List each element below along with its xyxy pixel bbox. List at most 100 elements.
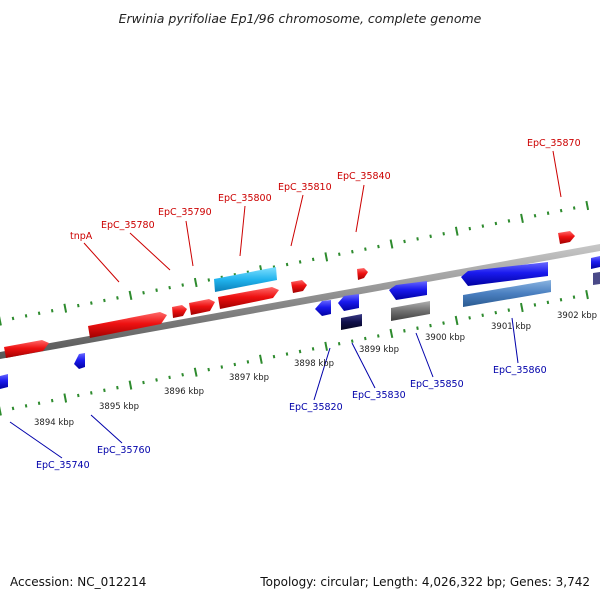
gene-arrow-reverse[interactable] [341,314,362,330]
major-tick [389,328,394,339]
reverse-leader-lines [9,317,519,459]
gene-arrow-forward[interactable] [4,340,49,358]
gene-label-reverse[interactable]: EpC_35830 [352,390,406,401]
gene-arrow-forward[interactable] [291,280,307,293]
position-label: 3899 kbp [359,345,399,355]
gene-arrow-reverse[interactable] [74,353,85,369]
minor-tick [481,313,484,317]
gene-arrow-reverse[interactable] [338,294,359,311]
minor-tick [11,316,15,321]
gene-label-forward[interactable]: tnpA [70,231,93,242]
major-tick [389,239,394,249]
gene-arrow-reverse[interactable] [461,262,548,286]
gene-arrow-forward[interactable] [357,268,368,280]
minor-tick [468,316,471,320]
minor-tick [311,257,315,262]
major-tick [520,302,524,313]
minor-tick [116,385,119,390]
minor-tick [559,208,563,213]
tick-track-forward [0,200,590,326]
minor-tick [377,244,380,249]
gene-arrow-forward[interactable] [558,231,575,244]
gene-arrow-reverse[interactable] [0,374,8,389]
gene-label-reverse[interactable]: EpC_35820 [289,402,343,413]
minor-tick [350,339,354,343]
minor-tick [272,354,276,359]
minor-tick [168,375,171,380]
minor-tick [142,290,145,295]
minor-tick [507,308,511,312]
gene-arrow-reverse[interactable] [391,301,430,321]
minor-tick [429,234,432,239]
gene-arrow-reverse[interactable] [591,256,600,269]
major-tick [128,380,133,390]
gene-forward-highlight[interactable] [214,267,277,292]
minor-tick [90,301,93,305]
minor-tick [403,329,406,333]
minor-tick [207,278,211,282]
major-tick [259,354,263,364]
minor-tick [181,283,184,287]
gene-label-forward[interactable]: EpC_35800 [218,193,272,204]
major-tick [0,406,2,416]
minor-tick [494,221,498,226]
minor-tick [481,224,485,228]
gene-arrow-reverse[interactable] [389,281,427,300]
gene-arrow-reverse[interactable] [463,280,551,307]
minor-tick [207,367,210,372]
gene-label-reverse[interactable]: EpC_35850 [410,379,464,390]
major-tick [520,213,524,223]
position-label: 3901 kbp [491,322,531,332]
forward-genes [4,231,575,358]
minor-tick [298,349,302,354]
gene-arrow-forward[interactable] [172,305,187,318]
gene-arrow-reverse[interactable] [315,300,331,316]
forward-leader-lines [83,150,562,283]
minor-tick [337,342,341,346]
minor-tick [50,309,54,313]
minor-tick [364,247,367,251]
minor-tick [468,226,472,231]
gene-arrow-forward[interactable] [88,312,167,338]
minor-tick [351,249,354,254]
gene-label-forward[interactable]: EpC_35870 [527,138,581,149]
gene-arrow-forward[interactable] [218,287,279,309]
gene-arrow-reverse[interactable] [593,272,600,285]
major-tick [63,393,68,403]
forward-gene-labels: tnpA EpC_35780 EpC_35790 EpC_35800 EpC_3… [70,138,581,242]
gene-arrow-forward[interactable] [189,299,215,315]
minor-tick [285,352,289,356]
minor-tick [338,252,341,256]
gene-label-reverse[interactable]: EpC_35740 [36,460,90,471]
major-tick [324,341,328,351]
gene-label-reverse[interactable]: EpC_35760 [97,445,151,456]
minor-tick [285,262,289,267]
minor-tick [377,334,380,338]
major-tick [0,316,2,326]
gene-label-reverse[interactable]: EpC_35860 [493,365,547,376]
minor-tick [507,219,511,223]
gene-label-forward[interactable]: EpC_35810 [278,182,332,193]
position-label: 3898 kbp [294,359,334,369]
minor-tick [572,295,576,299]
minor-tick [364,336,367,341]
major-tick [454,226,459,236]
minor-tick [168,285,171,290]
major-tick [454,315,459,326]
position-labels: 3894 kbp 3895 kbp 3896 kbp 3897 kbp 3898… [34,311,597,428]
position-label: 3896 kbp [164,387,204,397]
minor-tick [77,393,80,398]
minor-tick [155,378,158,382]
minor-tick [11,406,15,411]
position-label: 3902 kbp [557,311,597,321]
minor-tick [298,260,302,264]
gene-label-forward[interactable]: EpC_35840 [337,171,391,182]
minor-tick [559,298,563,302]
minor-tick [37,311,41,316]
major-tick [128,290,133,300]
minor-tick [442,232,445,236]
gene-label-forward[interactable]: EpC_35790 [158,207,212,218]
gene-label-forward[interactable]: EpC_35780 [101,220,155,231]
minor-tick [442,321,445,325]
major-tick [585,200,590,211]
